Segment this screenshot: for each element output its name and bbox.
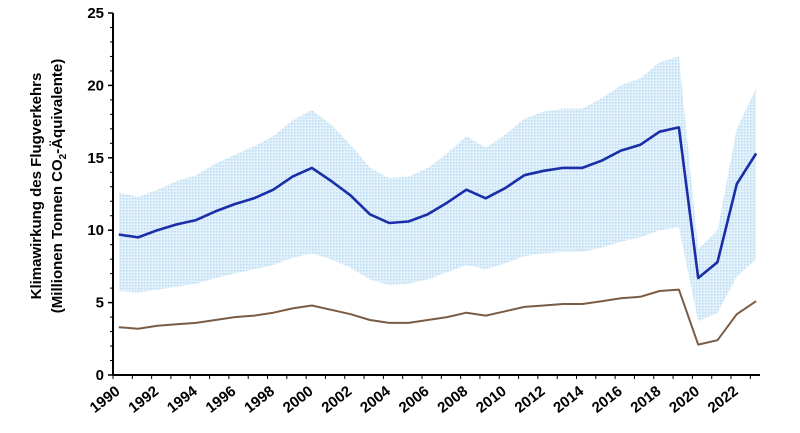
y-tick-label: 15 xyxy=(87,150,104,167)
y-axis-title-subscript: 2 xyxy=(58,153,69,159)
x-tick-label: 2018 xyxy=(627,383,664,417)
y-axis-title: Klimawirkung des Flugverkehrs (Millionen… xyxy=(28,59,69,313)
x-tick-label: 2022 xyxy=(705,383,742,417)
y-axis-title-line2-pre: (Millionen Tonnen CO xyxy=(49,159,66,313)
x-tick-label: 2010 xyxy=(473,383,510,417)
x-tick-label: 1996 xyxy=(203,383,240,417)
x-tick-label: 2014 xyxy=(550,382,587,416)
y-tick-label: 25 xyxy=(87,5,104,22)
y-axis-title-line1: Klimawirkung des Flugverkehrs xyxy=(28,73,45,300)
x-tick-label: 2000 xyxy=(280,383,317,417)
x-tick-label: 1990 xyxy=(87,383,124,417)
y-axis-title-line2-post: -Äquivalente) xyxy=(49,59,66,154)
x-tick-label: 2016 xyxy=(589,383,626,417)
x-tick-label: 2006 xyxy=(396,383,433,417)
x-tick-label: 1998 xyxy=(241,383,278,417)
y-tick-label: 0 xyxy=(96,367,104,384)
series-line-co2 xyxy=(118,288,757,346)
y-tick-label: 10 xyxy=(87,222,104,239)
x-tick-label: 2012 xyxy=(512,383,549,417)
x-tick-label: 2020 xyxy=(666,383,703,417)
x-tick-label: 1992 xyxy=(125,383,162,417)
series-line-total-climate-impact xyxy=(118,126,758,280)
y-tick-label: 5 xyxy=(96,295,104,312)
x-tick-label: 2008 xyxy=(434,383,471,417)
y-axis-title-line2: (Millionen Tonnen CO2-Äquivalente) xyxy=(49,59,69,313)
x-tick-label: 2002 xyxy=(318,383,355,417)
x-tick-label: 1994 xyxy=(164,382,201,416)
x-tick-label: 2004 xyxy=(357,382,394,416)
y-tick-label: 20 xyxy=(87,77,104,94)
uncertainty-band xyxy=(118,56,757,322)
